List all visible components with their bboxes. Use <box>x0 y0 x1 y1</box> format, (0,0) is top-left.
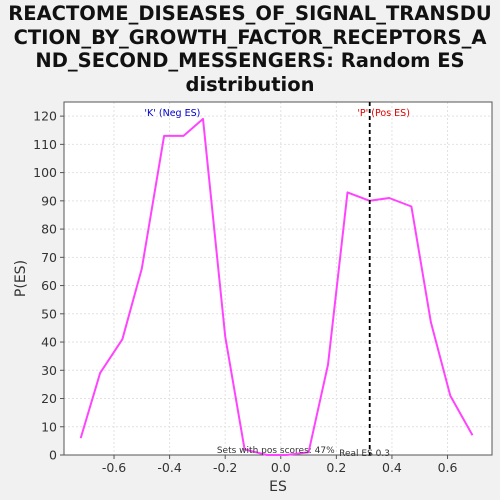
real-es-label: Real ES 0.3 <box>339 449 390 459</box>
y-tick-label: 50 <box>41 306 57 321</box>
y-tick-label: 30 <box>41 363 57 378</box>
y-tick-label: 90 <box>41 193 57 208</box>
y-tick-label: 60 <box>41 278 57 293</box>
chart-title: REACTOME_DISEASES_OF_SIGNAL_TRANSDU CTIO… <box>8 2 492 96</box>
x-tick-label: 0.6 <box>438 460 458 475</box>
plot-area <box>64 102 492 455</box>
y-tick-label: 70 <box>41 250 57 265</box>
y-tick-label: 10 <box>41 419 57 434</box>
pos-scores-label: Sets with pos scores: 47% <box>217 446 335 456</box>
x-tick-label: 0.2 <box>326 460 346 475</box>
x-tick-label: 0.0 <box>271 460 291 475</box>
x-tick-label: -0.6 <box>102 460 126 475</box>
x-tick-label: -0.4 <box>157 460 181 475</box>
pos-es-label: 'P' (Pos ES) <box>357 108 410 119</box>
x-tick-label: -0.2 <box>213 460 237 475</box>
y-tick-label: 110 <box>33 137 57 152</box>
y-tick-label: 20 <box>41 391 57 406</box>
series-line <box>79 117 474 456</box>
x-axis-label: ES <box>269 479 287 495</box>
x-tick-label: 0.4 <box>382 460 402 475</box>
y-tick-label: 80 <box>41 222 57 237</box>
y-tick-label: 120 <box>33 109 57 124</box>
y-tick-label: 0 <box>49 448 57 463</box>
y-axis-label: P(ES) <box>13 260 29 297</box>
y-tick-label: 40 <box>41 335 57 350</box>
y-tick-label: 100 <box>33 165 57 180</box>
neg-es-label: 'K' (Neg ES) <box>144 108 200 119</box>
